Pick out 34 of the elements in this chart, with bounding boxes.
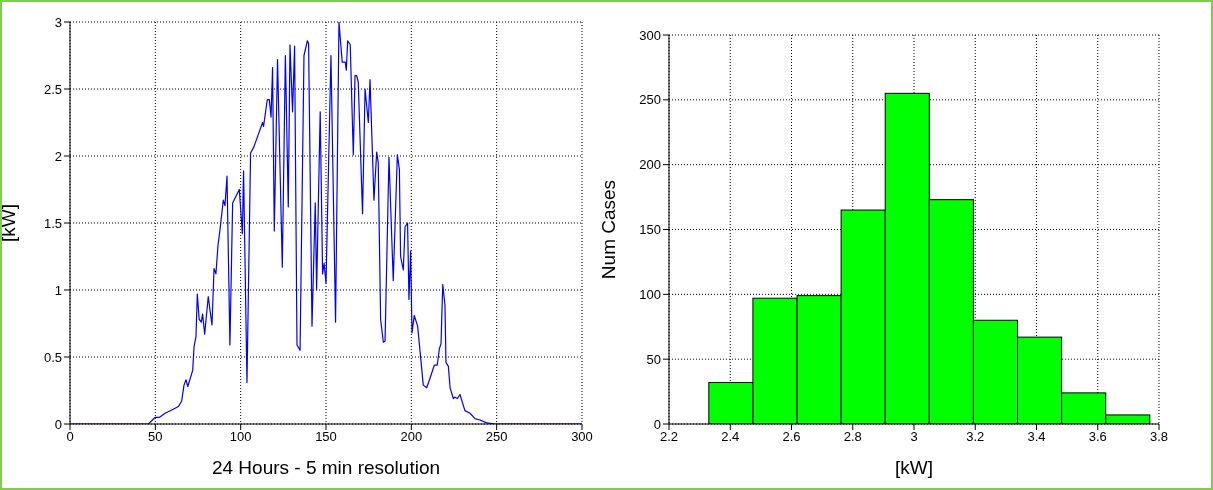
x-tick-label: 300 bbox=[571, 429, 593, 445]
x-tick-label: 100 bbox=[229, 429, 252, 445]
y-axis-title: [kW] bbox=[0, 204, 19, 242]
y-tick-label: 1.5 bbox=[43, 215, 62, 231]
x-tick-label: 3.4 bbox=[1027, 429, 1046, 445]
x-tick-label: 2.8 bbox=[843, 429, 862, 445]
x-tick-label: 2.2 bbox=[659, 429, 679, 445]
y-tick-label: 300 bbox=[639, 27, 661, 43]
y-tick-label: 0 bbox=[54, 416, 62, 432]
x-tick-label: 50 bbox=[148, 429, 163, 445]
y-tick-label: 3 bbox=[54, 14, 62, 30]
y-tick-label: 250 bbox=[639, 92, 661, 108]
x-tick-label: 3 bbox=[910, 429, 918, 445]
x-tick-label: 200 bbox=[400, 429, 423, 445]
y-tick-label: 100 bbox=[639, 286, 661, 302]
x-tick-label: 3.6 bbox=[1088, 429, 1107, 445]
x-tick-label: 0 bbox=[66, 429, 74, 445]
x-tick-label: 3.2 bbox=[966, 429, 985, 445]
y-tick-label: 50 bbox=[646, 351, 661, 367]
y-tick-label: 150 bbox=[639, 222, 661, 238]
x-tick-label: 250 bbox=[485, 429, 508, 445]
y-axis-title: Num Cases bbox=[597, 179, 619, 280]
y-tick-label: 200 bbox=[639, 157, 661, 173]
x-axis-title: [kW] bbox=[895, 457, 933, 478]
x-tick-label: 2.4 bbox=[721, 429, 740, 445]
x-tick-label: 3.8 bbox=[1149, 429, 1169, 445]
x-tick-label: 2.6 bbox=[782, 429, 801, 445]
x-tick-label: 150 bbox=[315, 429, 337, 445]
y-tick-label: 0 bbox=[653, 416, 661, 432]
y-tick-label: 1 bbox=[54, 282, 62, 298]
y-tick-label: 2.5 bbox=[43, 81, 62, 97]
y-tick-label: 2 bbox=[54, 148, 62, 164]
y-tick-label: 0.5 bbox=[43, 349, 62, 365]
x-axis-title: 24 Hours - 5 min resolution bbox=[211, 457, 441, 478]
